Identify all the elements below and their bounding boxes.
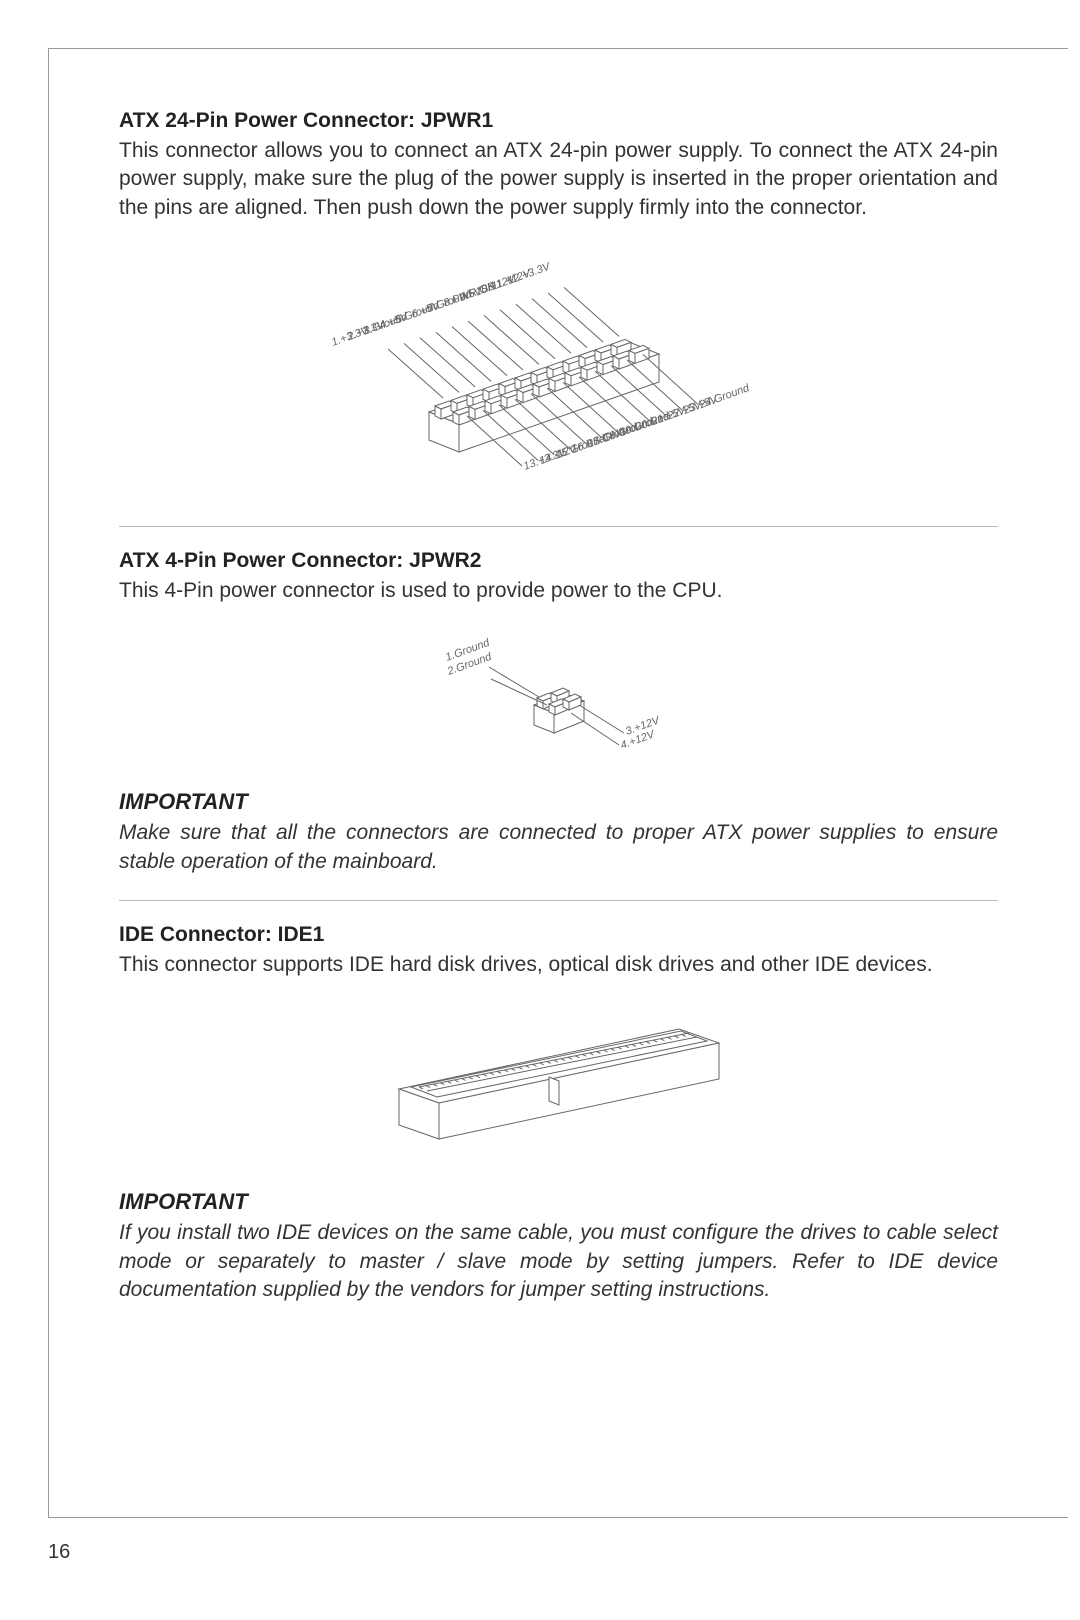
important2-title: IMPORTANT bbox=[119, 1189, 998, 1215]
ide-body: This connector supports IDE hard disk dr… bbox=[119, 951, 998, 979]
atx24-svg: 1.+3.3V2.+3.3V3.Ground4.+5V5.Ground6.+5V… bbox=[259, 242, 859, 502]
atx4-body: This 4-Pin power connector is used to pr… bbox=[119, 577, 998, 605]
page-frame: ATX 24-Pin Power Connector: JPWR1 This c… bbox=[48, 48, 1068, 1518]
important1-title: IMPORTANT bbox=[119, 789, 998, 815]
important1-body: Make sure that all the connectors are co… bbox=[119, 819, 998, 876]
manual-page: ATX 24-Pin Power Connector: JPWR1 This c… bbox=[0, 0, 1080, 1620]
atx4-title: ATX 4-Pin Power Connector: JPWR2 bbox=[119, 549, 998, 573]
atx24-diagram: 1.+3.3V2.+3.3V3.Ground4.+5V5.Ground6.+5V… bbox=[119, 242, 998, 502]
divider-2 bbox=[119, 900, 998, 901]
ide-title: IDE Connector: IDE1 bbox=[119, 923, 998, 947]
ide-diagram bbox=[119, 999, 998, 1159]
atx24-pin-right-11: 24.Ground bbox=[696, 382, 751, 412]
important2-body: If you install two IDE devices on the sa… bbox=[119, 1219, 998, 1304]
page-number: 16 bbox=[48, 1541, 70, 1564]
ide-svg bbox=[359, 999, 759, 1159]
atx4-svg: 1.Ground 2.Ground 3.+12V 4.+12V bbox=[429, 625, 689, 765]
divider-1 bbox=[119, 526, 998, 527]
atx24-pin-left-11: 12.+3.3V bbox=[505, 260, 552, 287]
atx4-diagram: 1.Ground 2.Ground 3.+12V 4.+12V bbox=[119, 625, 998, 765]
atx24-body: This connector allows you to connect an … bbox=[119, 137, 998, 222]
atx24-title: ATX 24-Pin Power Connector: JPWR1 bbox=[119, 109, 998, 133]
